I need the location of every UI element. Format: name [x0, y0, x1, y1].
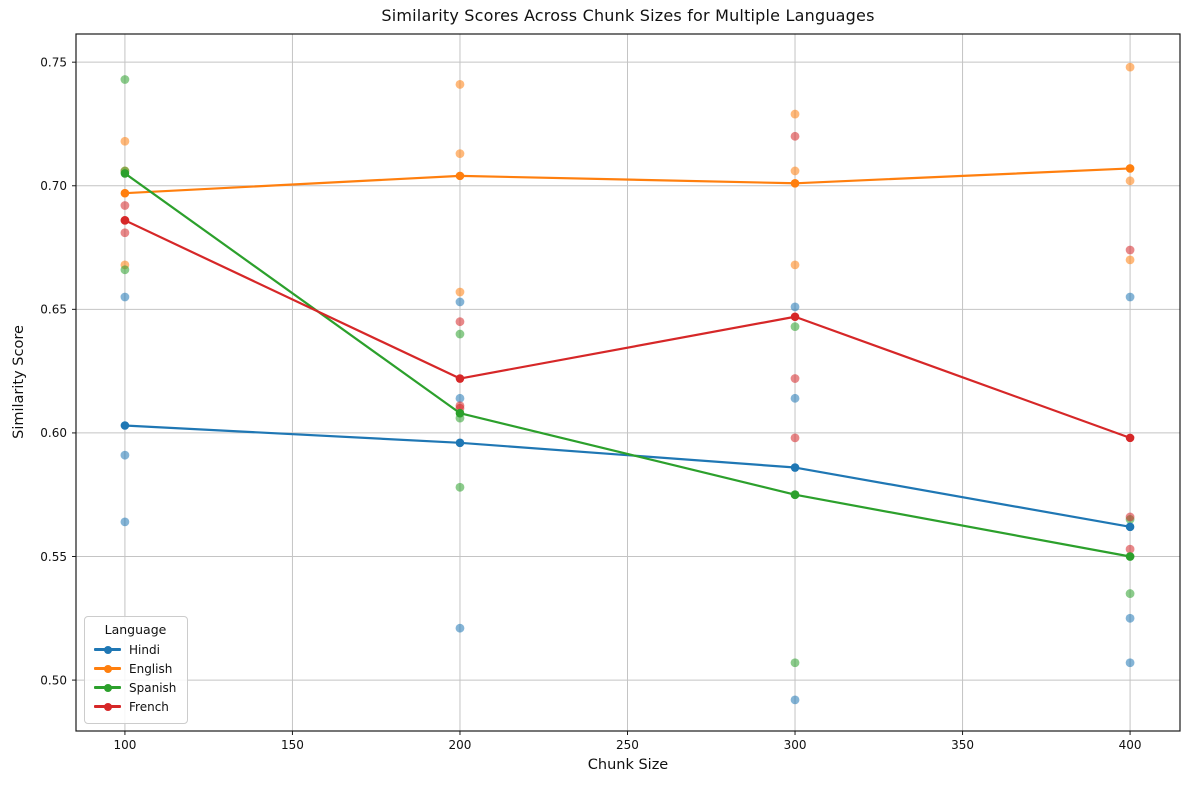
svg-text:350: 350: [951, 738, 974, 752]
svg-text:400: 400: [1119, 738, 1142, 752]
spanish-line-swatch-icon: [94, 683, 121, 692]
y-tick-labels: 0.50 0.55 0.60 0.65 0.70 0.75: [40, 55, 76, 687]
y-axis-label: Similarity Score: [11, 325, 27, 439]
svg-text:100: 100: [113, 738, 136, 752]
svg-text:250: 250: [616, 738, 639, 752]
legend-label: Spanish: [129, 680, 177, 695]
english-line-swatch-icon: [94, 664, 121, 673]
legend-item-french: French: [94, 697, 177, 716]
legend-label: English: [129, 661, 173, 676]
legend-item-spanish: Spanish: [94, 678, 177, 697]
svg-text:0.75: 0.75: [40, 55, 67, 69]
legend: Language Hindi English Spanish French: [84, 616, 188, 724]
legend-item-hindi: Hindi: [94, 640, 177, 659]
x-axis-label: Chunk Size: [587, 757, 669, 773]
legend-label: French: [129, 699, 169, 714]
legend-label: Hindi: [129, 642, 160, 657]
hindi-line-swatch-icon: [94, 645, 121, 654]
svg-text:150: 150: [281, 738, 304, 752]
svg-text:300: 300: [784, 738, 807, 752]
line-hindi: [120, 421, 1135, 532]
svg-text:0.60: 0.60: [40, 426, 67, 440]
line-french: [120, 216, 1135, 443]
scatter-hindi: [120, 292, 1135, 705]
legend-title: Language: [104, 622, 167, 637]
y-gridlines: [76, 61, 1180, 681]
svg-text:0.65: 0.65: [40, 303, 67, 317]
legend-item-english: English: [94, 659, 177, 678]
svg-text:0.70: 0.70: [40, 179, 67, 193]
svg-text:0.55: 0.55: [40, 550, 67, 564]
x-tick-labels: 100 150 200 250 300 350 400: [113, 731, 1142, 752]
svg-text:200: 200: [449, 738, 472, 752]
line-spanish: [120, 169, 1135, 561]
chart-title: Similarity Scores Across Chunk Sizes for…: [381, 6, 875, 25]
plot-spines: [75, 33, 1181, 732]
line-english: [120, 164, 1135, 198]
svg-text:0.50: 0.50: [40, 673, 67, 687]
french-line-swatch-icon: [94, 702, 121, 711]
